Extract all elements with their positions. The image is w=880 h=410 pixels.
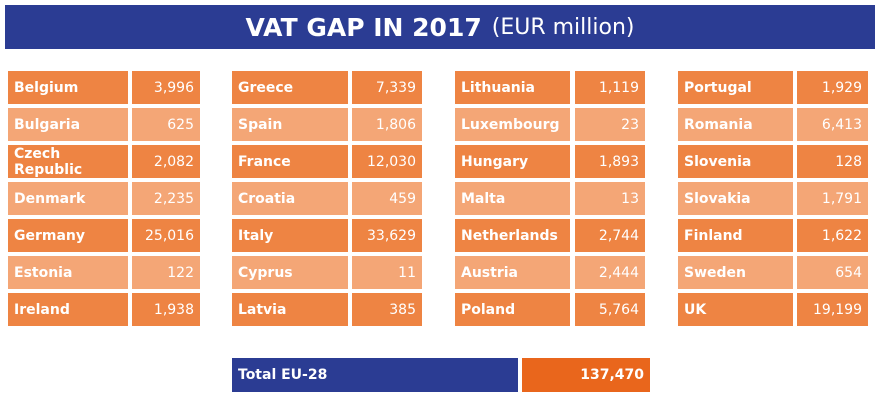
country-name: Germany [8,219,128,252]
vat-gap-value: 12,030 [352,145,422,178]
country-name: Bulgaria [8,108,128,141]
vat-gap-value: 7,339 [352,71,422,104]
country-name: Slovakia [678,182,793,215]
country-name: UK [678,293,793,326]
country-name: Romania [678,108,793,141]
country-name: Latvia [232,293,348,326]
country-name: Austria [455,256,570,289]
country-name: Finland [678,219,793,252]
country-name: Netherlands [455,219,570,252]
vat-gap-value: 3,996 [132,71,200,104]
country-name: Lithuania [455,71,570,104]
country-name: Denmark [8,182,128,215]
country-name: Italy [232,219,348,252]
country-name: Estonia [8,256,128,289]
vat-gap-value: 19,199 [797,293,868,326]
country-name: Poland [455,293,570,326]
vat-gap-value: 5,764 [575,293,645,326]
country-name: Belgium [8,71,128,104]
vat-gap-value: 459 [352,182,422,215]
vat-gap-value: 13 [575,182,645,215]
country-name: France [232,145,348,178]
country-name: Luxembourg [455,108,570,141]
vat-gap-value: 122 [132,256,200,289]
country-name: Malta [455,182,570,215]
title-bar: VAT GAP IN 2017 (EUR million) [5,5,875,49]
vat-gap-value: 1,119 [575,71,645,104]
total-value: 137,470 [522,358,650,392]
country-name: Slovenia [678,145,793,178]
country-name: Spain [232,108,348,141]
vat-gap-value: 2,082 [132,145,200,178]
country-name: Portugal [678,71,793,104]
country-name: Czech Republic [8,145,128,178]
country-name: Croatia [232,182,348,215]
vat-gap-value: 625 [132,108,200,141]
vat-gap-value: 2,444 [575,256,645,289]
vat-gap-value: 25,016 [132,219,200,252]
country-name: Cyprus [232,256,348,289]
country-name: Sweden [678,256,793,289]
vat-gap-value: 128 [797,145,868,178]
country-name: Greece [232,71,348,104]
vat-gap-value: 2,744 [575,219,645,252]
vat-gap-value: 2,235 [132,182,200,215]
vat-gap-value: 11 [352,256,422,289]
vat-gap-value: 1,893 [575,145,645,178]
vat-gap-value: 1,622 [797,219,868,252]
vat-gap-value: 1,806 [352,108,422,141]
vat-gap-value: 23 [575,108,645,141]
vat-gap-value: 654 [797,256,868,289]
vat-gap-value: 1,791 [797,182,868,215]
vat-gap-value: 1,938 [132,293,200,326]
vat-gap-value: 385 [352,293,422,326]
title-unit: (EUR million) [491,14,635,40]
vat-gap-value: 33,629 [352,219,422,252]
country-name: Ireland [8,293,128,326]
vat-gap-value: 1,929 [797,71,868,104]
total-label: Total EU-28 [232,358,518,392]
country-name: Hungary [455,145,570,178]
vat-gap-value: 6,413 [797,108,868,141]
title: VAT GAP IN 2017 [245,12,482,42]
